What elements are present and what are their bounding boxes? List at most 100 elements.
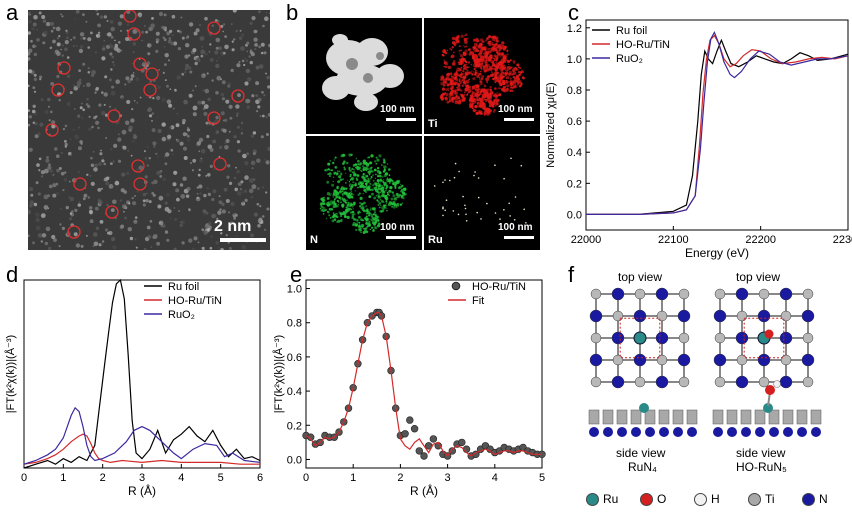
single-atom-marker (131, 159, 145, 173)
series-line (586, 30, 849, 215)
atom-legend: Ru O H Ti N (586, 490, 852, 512)
atom-swatch (802, 492, 815, 506)
ru-atom (633, 331, 647, 345)
x-tick-label: 0 (303, 472, 309, 484)
ti-atom (630, 409, 642, 425)
atom-label: Ru (603, 492, 619, 506)
single-atom-marker (57, 61, 71, 75)
xanes-chart: 22000 22100 22200 22300 0.0 0.2 0.4 0.6 0.8 1.0 1.… (545, 19, 852, 260)
n-atom (769, 427, 779, 437)
data-point (415, 447, 424, 455)
series-line (23, 433, 260, 465)
top-view-runx (589, 287, 691, 389)
ti-atom (768, 409, 780, 425)
n-atom (735, 375, 749, 389)
n-atom (617, 427, 627, 437)
x-tick-label: 5 (539, 472, 545, 484)
x-tick-label: 4 (178, 472, 184, 484)
x-axis-label: R (Å) (410, 483, 438, 498)
x-tick-label: 22100 (658, 234, 689, 246)
ti-atom (780, 354, 792, 366)
panel-label-a: a (6, 0, 19, 25)
x-tick-label: 0 (21, 472, 27, 484)
ti-atom (678, 376, 690, 388)
n-atom (783, 427, 793, 437)
atom-label: O (657, 492, 667, 506)
data-point (401, 430, 409, 438)
panel-label-b: b (286, 0, 299, 25)
x-tick-label: 3 (445, 472, 451, 484)
single-atom-marker (105, 205, 119, 219)
model-name-right: HO-RuN₅ (736, 460, 787, 474)
legend-item-h: H (694, 492, 720, 506)
ti-atom (736, 310, 748, 322)
data-point (406, 416, 414, 424)
ti-atom (714, 376, 726, 388)
single-atom-marker (207, 111, 221, 125)
n-atom (735, 287, 749, 301)
x-tick-label: 1 (60, 472, 66, 484)
n-atom (779, 287, 793, 301)
ti-atom (810, 409, 822, 425)
single-atom-marker (133, 57, 147, 71)
n-atom (611, 375, 625, 389)
n-atom (677, 309, 691, 323)
ti-map (439, 33, 526, 116)
dft-models: top view top view side view side view Ru… (586, 268, 852, 520)
ti-atom (714, 288, 726, 300)
top-view-label-left: top view (618, 270, 663, 284)
plot-frame (585, 19, 849, 231)
panel-label-f: f (568, 262, 575, 287)
y-tick-label: 0.0 (287, 454, 302, 466)
legend-entry: HO-Ru/TiN (616, 39, 670, 51)
ti-atom (588, 409, 600, 425)
y-axis-label: |FT(k²χ(k))|(Å⁻³) (4, 335, 17, 413)
n-atom (655, 375, 669, 389)
series-line (305, 311, 542, 457)
top-view-label-right: top view (736, 270, 781, 284)
ti-atom (802, 288, 814, 300)
single-atom-marker (51, 83, 65, 97)
data-point (306, 433, 315, 441)
y-tick-label: 1.0 (567, 54, 582, 66)
data-point (410, 425, 419, 433)
atom-label: N (819, 492, 828, 506)
y-tick-label: 0.8 (567, 85, 582, 97)
model-name-left: RuN₄ (628, 460, 657, 474)
y-tick-label: 0.2 (567, 178, 582, 190)
n-atom (659, 427, 669, 437)
ti-atom (590, 332, 602, 344)
o-atom (765, 385, 775, 395)
ti-atom (712, 409, 724, 425)
ti-atom (780, 310, 792, 322)
n-atom (811, 427, 821, 437)
o-atom (764, 329, 774, 339)
ti-atom (616, 409, 628, 425)
x-tick-label: 22200 (745, 234, 776, 246)
legend-item-ru: Ru (586, 492, 618, 506)
ru-atom (763, 403, 773, 413)
side-view-label-left: side view (616, 446, 666, 460)
ti-atom (736, 354, 748, 366)
ti-atom (644, 409, 656, 425)
ti-atom (726, 409, 738, 425)
legend-entry: Ru foil (168, 281, 199, 293)
top-view-horun5 (713, 287, 815, 389)
ti-atom (590, 288, 602, 300)
n-atom (801, 309, 815, 323)
exafs-fit-chart: 0 1 2 3 4 5 0.0 0.2 0.4 0.6 0.8 1.0 R (Å) |FT(k²χ(k))… (272, 279, 546, 498)
plot-frame (23, 279, 261, 469)
ti-atom (802, 376, 814, 388)
y-tick-label: 0.8 (287, 318, 302, 330)
ti-atom (714, 332, 726, 344)
series-line (23, 278, 261, 469)
n-atom (801, 353, 815, 367)
y-tick-label: 1.2 (567, 23, 582, 35)
n-atom (677, 353, 691, 367)
tile-scalebar: 100 nm (380, 222, 415, 233)
single-atom-marker (127, 27, 141, 41)
data-point (420, 452, 428, 460)
legend-item-o: O (640, 492, 666, 506)
ti-atom (678, 332, 690, 344)
panel-label-e: e (290, 262, 303, 287)
